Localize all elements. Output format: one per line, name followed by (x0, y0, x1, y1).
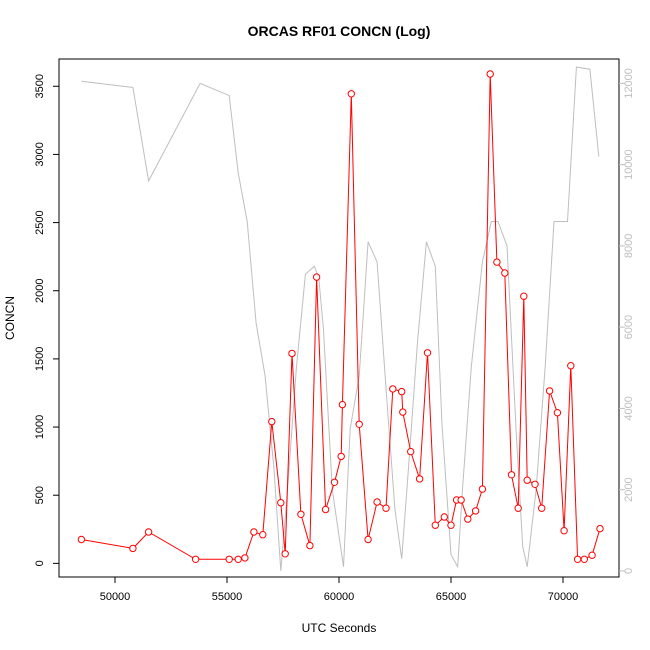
primary-series-point (129, 544, 137, 553)
y2-tick-label: 4000 (623, 396, 635, 420)
x-tick-label: 55000 (212, 591, 243, 603)
y2-tick-label: 8000 (623, 234, 635, 258)
primary-series-point (355, 420, 363, 428)
primary-series-point (567, 362, 575, 370)
primary-series-point (407, 447, 415, 456)
y-tick-label: 500 (34, 486, 46, 504)
secondary-series-line (81, 66, 600, 571)
secondary-series-group (81, 66, 600, 571)
y-axis: 0 500 1000 1500 2000 2500 3000 3500 (34, 74, 59, 566)
primary-series-point (312, 273, 321, 281)
primary-series-point (337, 452, 345, 461)
primary-series-point (573, 555, 582, 563)
primary-series-point (560, 527, 568, 535)
primary-series-point (288, 349, 296, 358)
y2-tick-label: 0 (623, 568, 635, 574)
primary-series-point (373, 498, 381, 506)
primary-series-point (330, 478, 339, 486)
primary-series-point (191, 555, 200, 563)
primary-series-point (538, 504, 546, 512)
primary-series-point (514, 504, 522, 512)
primary-series-point (447, 521, 455, 529)
primary-series-point (471, 507, 480, 515)
y-tick-label: 0 (34, 560, 46, 566)
x-tick-label: 60000 (324, 591, 355, 603)
primary-series-point (259, 531, 267, 539)
primary-series-point (364, 535, 372, 544)
primary-series-point (493, 258, 501, 266)
y-tick-label: 2000 (34, 278, 46, 302)
primary-series-point (225, 555, 233, 563)
primary-series-point (389, 385, 397, 393)
primary-series-point (281, 550, 289, 558)
chart-title: ORCAS RF01 CONCN (Log) (248, 23, 431, 39)
x-axis-label: UTC Seconds (302, 621, 377, 635)
y2-tick-label: 6000 (623, 315, 635, 339)
y-tick-label: 3000 (34, 142, 46, 166)
primary-series-point (486, 70, 494, 78)
primary-series-point (415, 475, 424, 483)
x-tick-label: 65000 (436, 591, 467, 603)
primary-series-line (81, 73, 601, 560)
primary-series-point (501, 269, 509, 277)
primary-series-point (234, 555, 242, 563)
y2-tick-label: 12000 (623, 68, 635, 99)
primary-series-point (77, 535, 86, 544)
primary-series-point (580, 555, 588, 563)
y2-tick-label: 10000 (623, 149, 635, 180)
primary-series-point (277, 499, 285, 507)
primary-series-point (268, 417, 276, 426)
y-tick-label: 1000 (34, 415, 46, 439)
primary-series-point (338, 400, 347, 409)
x-tick-label: 70000 (548, 591, 579, 603)
primary-series-point (588, 551, 596, 559)
primary-series-point (440, 513, 448, 521)
primary-series-point (464, 515, 472, 523)
primary-series-point (297, 510, 305, 518)
primary-series-point (431, 521, 439, 529)
y2-tick-label: 2000 (623, 477, 635, 501)
primary-series-point (531, 480, 539, 488)
primary-series-point (457, 496, 465, 504)
primary-series-point (250, 528, 258, 536)
y-axis-label: CONCN (3, 296, 17, 340)
primary-series-point (382, 504, 390, 512)
primary-series-point (596, 524, 604, 533)
primary-series-point (399, 408, 407, 416)
primary-series-point (553, 409, 562, 417)
y-tick-label: 3500 (34, 74, 46, 98)
primary-series-group (77, 70, 604, 563)
primary-series-point (241, 554, 249, 562)
primary-series-point (545, 387, 554, 395)
primary-series-point (423, 349, 432, 357)
primary-series-point (507, 471, 516, 479)
y-tick-label: 2500 (34, 210, 46, 234)
primary-series-point (144, 528, 153, 536)
y2-axis: 0 2000 4000 6000 8000 10000 12000 (619, 68, 635, 574)
primary-series-point (398, 387, 406, 396)
x-axis: 50000 55000 60000 65000 70000 (100, 577, 579, 603)
y-tick-label: 1500 (34, 347, 46, 371)
primary-series-point (478, 485, 487, 493)
primary-series-point (347, 90, 355, 98)
primary-series-point (523, 476, 531, 484)
x-tick-label: 50000 (100, 591, 131, 603)
primary-series-point (321, 505, 330, 514)
primary-series-point (520, 292, 528, 300)
primary-series-point (306, 541, 314, 550)
